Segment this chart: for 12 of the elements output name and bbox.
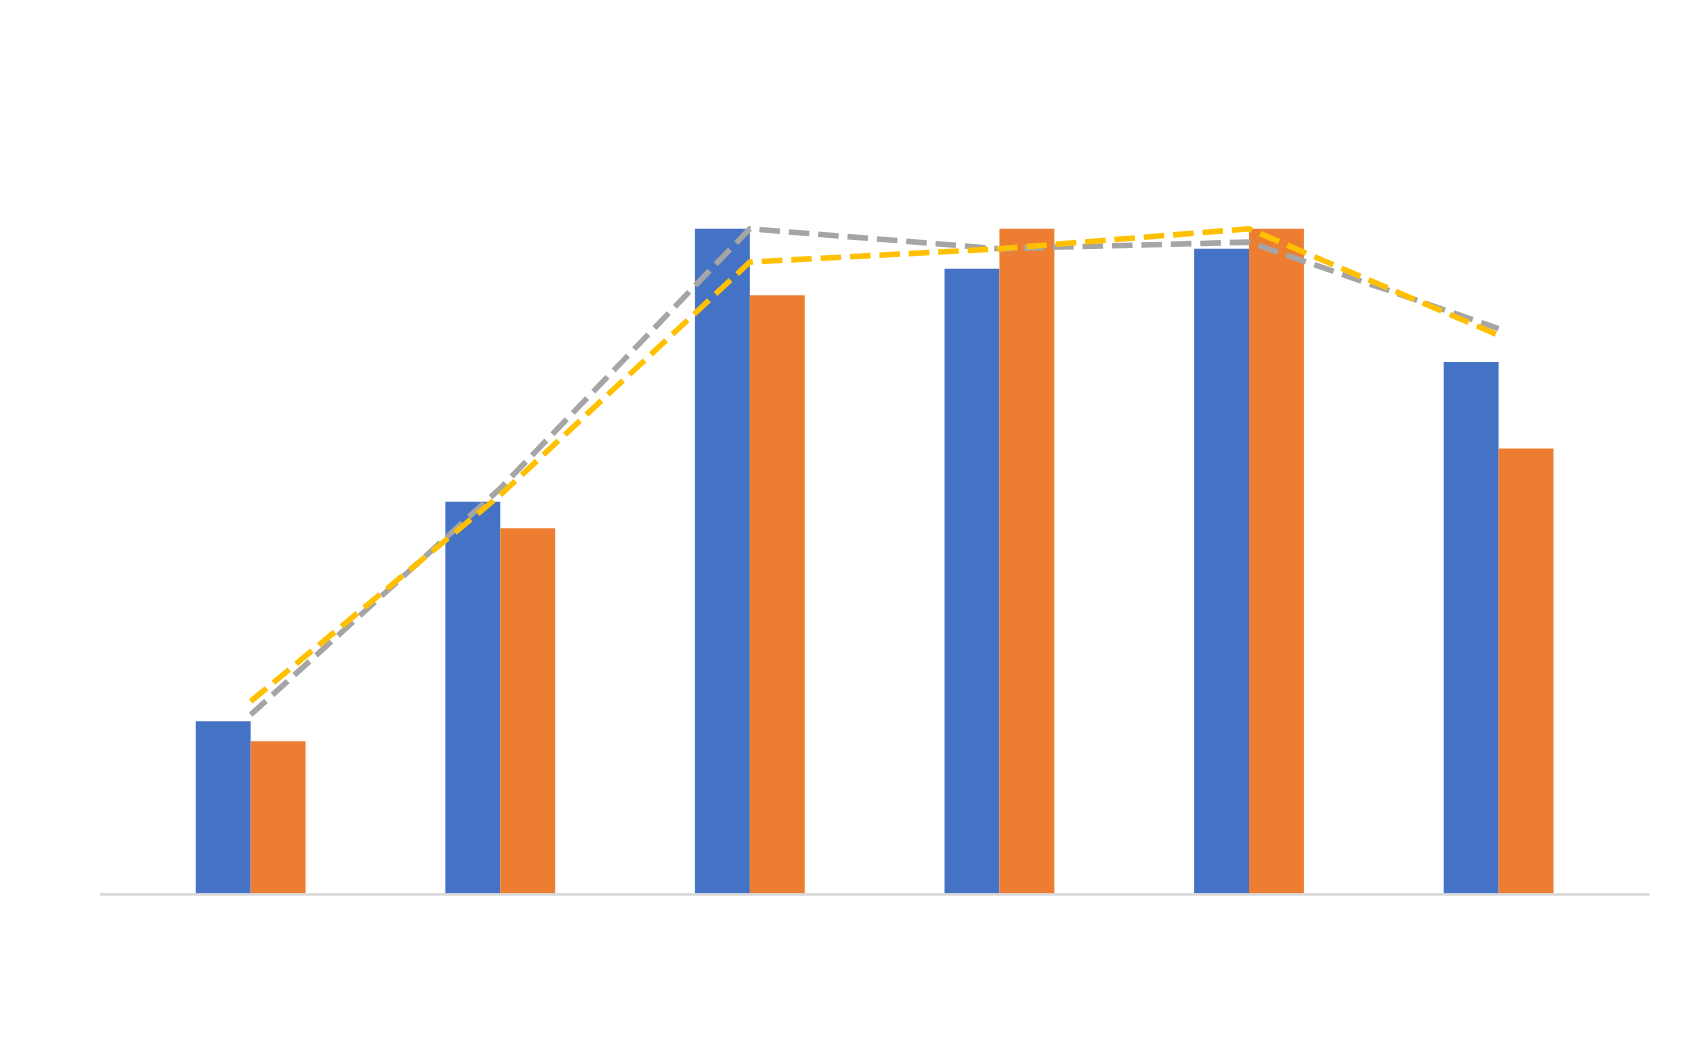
bar <box>1249 228 1304 895</box>
bar <box>500 528 556 895</box>
bar <box>195 721 251 895</box>
bar <box>1194 248 1250 895</box>
bar <box>944 268 1000 895</box>
bar <box>445 501 501 895</box>
bar <box>694 228 750 895</box>
bar <box>1498 448 1554 895</box>
bar <box>250 741 306 895</box>
bar <box>749 295 805 895</box>
bar <box>999 228 1055 895</box>
bar <box>1443 361 1499 895</box>
